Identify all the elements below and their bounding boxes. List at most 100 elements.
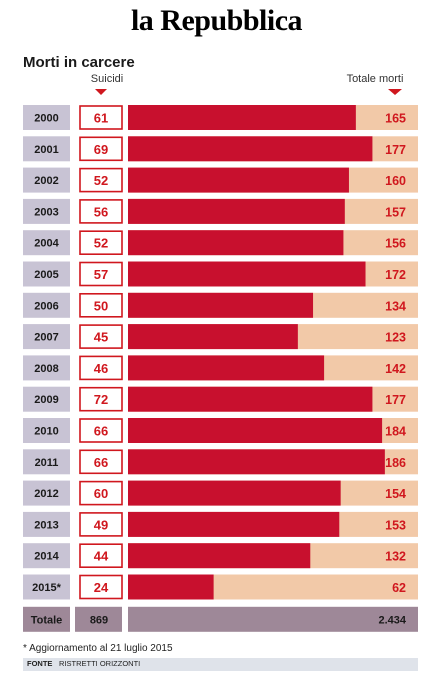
year-label: 2010: [34, 426, 58, 438]
suicidi-box: [79, 230, 123, 255]
totale-column-label: Totale morti: [346, 73, 404, 85]
year-label: 2013: [34, 519, 58, 531]
totale-value: 177: [385, 393, 406, 407]
suicidi-value: 44: [94, 549, 109, 564]
suicidi-box: [79, 449, 123, 475]
suicidi-value: 46: [94, 361, 108, 376]
totale-bar: [128, 480, 341, 506]
source-label: FONTE: [27, 659, 53, 668]
totale-value: 184: [385, 425, 406, 439]
year-cell: [23, 355, 70, 381]
totale-morti-value: 2.434: [378, 614, 406, 626]
suicidi-value: 69: [94, 142, 108, 157]
year-label: 2012: [34, 488, 58, 500]
year-label: 2009: [34, 394, 58, 406]
totale-row-label: Totale: [31, 614, 63, 626]
year-cell: [23, 480, 70, 506]
year-label: 2000: [34, 113, 58, 125]
year-cell: [23, 324, 70, 350]
totale-bar: [128, 355, 325, 381]
totale-value: 134: [385, 299, 406, 313]
year-cell: [23, 386, 70, 412]
year-cell: [23, 418, 70, 443]
totale-value: 177: [385, 143, 406, 157]
year-cell: [23, 167, 70, 193]
totale-bar: [128, 136, 373, 162]
year-label: 2008: [34, 363, 58, 375]
year-label: 2003: [34, 206, 58, 218]
year-label: 2006: [34, 300, 58, 312]
suicidi-box: [79, 136, 123, 162]
suicidi-arrow-icon: [95, 89, 107, 95]
totale-bar: [128, 230, 344, 256]
year-label: 2002: [34, 175, 58, 187]
suicidi-column-label: Suicidi: [90, 73, 124, 85]
suicidi-value: 72: [94, 392, 108, 407]
totale-bar: [128, 449, 385, 475]
year-cell: [23, 136, 70, 162]
totale-value: 153: [385, 518, 406, 532]
suicidi-box: [79, 512, 123, 537]
totale-value: 186: [385, 456, 406, 470]
suicidi-value: 49: [94, 517, 108, 532]
totale-bar: [128, 105, 356, 130]
totale-value: 123: [385, 331, 406, 345]
totale-bar: [128, 324, 298, 350]
totale-value: 142: [385, 362, 406, 376]
year-label: 2007: [34, 332, 58, 344]
totale-value: 172: [385, 268, 406, 282]
year-label: 2004: [34, 238, 59, 250]
suicidi-value: 50: [94, 298, 108, 313]
source-value: RISTRETTI ORIZZONTI: [59, 659, 141, 668]
year-cell: [23, 543, 70, 569]
totale-suicidi-value: 869: [90, 614, 108, 626]
year-cell: [23, 511, 70, 537]
year-label: 2015*: [32, 582, 61, 594]
totale-bar: [128, 511, 340, 537]
suicidi-value: 66: [94, 424, 108, 439]
totale-value: 156: [385, 237, 406, 251]
suicidi-box: [79, 105, 123, 130]
suicidi-value: 60: [94, 486, 108, 501]
year-cell: [23, 292, 70, 318]
totale-bar: [128, 543, 311, 569]
year-cell: [23, 105, 70, 130]
totale-arrow-icon: [388, 89, 402, 95]
totale-bar: [128, 418, 383, 443]
masthead-logo: la Repubblica: [130, 4, 303, 37]
suicidi-value: 52: [94, 173, 108, 188]
suicidi-value: 66: [94, 455, 108, 470]
source-bar: FONTE RISTRETTI ORIZZONTI: [23, 658, 418, 671]
totale-row-label-cell: [23, 606, 70, 632]
totale-value: 157: [385, 205, 406, 219]
totale-value: 165: [385, 112, 406, 126]
year-label: 2001: [34, 144, 58, 156]
suicidi-box: [79, 167, 123, 193]
year-cell: [23, 261, 70, 287]
suicidi-box: [79, 199, 123, 224]
suicidi-box: [79, 355, 123, 381]
footnote: * Aggiornamento al 21 luglio 2015: [23, 643, 173, 654]
totale-bar: [128, 574, 214, 600]
totale-value: 160: [385, 174, 406, 188]
suicidi-value: 24: [94, 580, 109, 595]
year-cell: [23, 230, 70, 256]
suicidi-box: [79, 292, 123, 318]
suicidi-value: 57: [94, 267, 108, 282]
totale-value: 132: [385, 550, 406, 564]
year-cell: [23, 198, 70, 224]
suicidi-box: [79, 480, 123, 506]
suicidi-box: [79, 261, 123, 287]
suicidi-box: [79, 324, 123, 349]
year-label: 2014: [34, 551, 59, 563]
totale-bar: [128, 261, 366, 287]
suicidi-box: [79, 418, 123, 443]
year-label: 2005: [34, 269, 58, 281]
suicidi-box: [79, 543, 123, 569]
suicidi-box: [79, 574, 123, 600]
suicidi-value: 56: [94, 204, 108, 219]
totale-bar: [128, 292, 314, 318]
suicidi-value: 52: [94, 236, 108, 251]
totale-suicidi-cell: [75, 606, 122, 632]
